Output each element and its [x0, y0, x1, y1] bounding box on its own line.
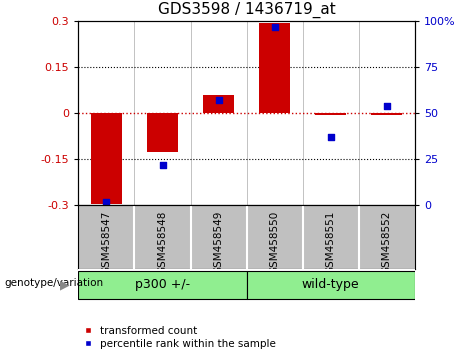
Text: p300 +/-: p300 +/- [135, 278, 190, 291]
Point [327, 135, 334, 140]
Bar [147, 113, 178, 152]
Text: GSM458549: GSM458549 [213, 210, 224, 274]
Bar [315, 113, 346, 115]
Legend: transformed count, percentile rank within the sample: transformed count, percentile rank withi… [83, 326, 276, 349]
Point [159, 162, 166, 168]
Text: genotype/variation: genotype/variation [5, 278, 104, 288]
Text: GSM458548: GSM458548 [158, 210, 167, 274]
Bar [247, 271, 415, 299]
Title: GDS3598 / 1436719_at: GDS3598 / 1436719_at [158, 2, 336, 18]
Bar [259, 23, 290, 113]
Bar [372, 113, 402, 115]
Text: ▶: ▶ [59, 279, 69, 291]
Text: GSM458547: GSM458547 [101, 210, 112, 274]
Text: GSM458552: GSM458552 [382, 210, 392, 274]
Bar [203, 95, 234, 113]
Text: GSM458551: GSM458551 [326, 210, 336, 274]
Bar [78, 271, 247, 299]
Bar [91, 113, 122, 204]
Point [271, 24, 278, 30]
Point [103, 199, 110, 205]
Point [383, 103, 390, 109]
Text: wild-type: wild-type [302, 278, 360, 291]
Point [215, 98, 222, 103]
Text: GSM458550: GSM458550 [270, 210, 280, 274]
